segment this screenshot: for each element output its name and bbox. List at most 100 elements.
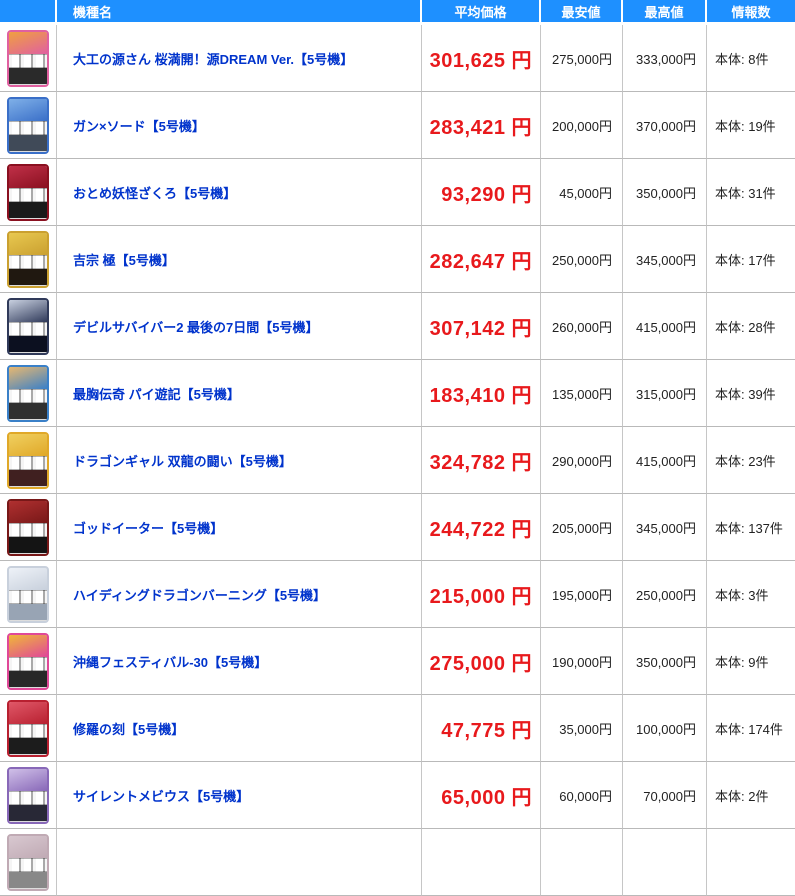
machine-photo-base — [9, 536, 47, 554]
info-count-cell: 本体: 174件 — [707, 695, 795, 762]
info-count-value: 本体: 2件 — [715, 788, 769, 804]
machine-photo-reels — [9, 790, 47, 805]
highest-price-cell: 350,000円 — [623, 159, 707, 226]
machine-thumbnail-cell — [0, 226, 57, 293]
machine-name-link[interactable]: 吉宗 極【5号機】 — [73, 252, 175, 268]
table-row: 沖縄フェスティバル-30【5号機】 275,000 円 190,000円 350… — [0, 628, 795, 695]
slot-machine-photo-darkred[interactable] — [7, 163, 49, 221]
machine-name-link[interactable]: サイレントメビウス【5号機】 — [73, 788, 250, 804]
machine-photo-base — [9, 737, 47, 755]
slot-machine-photo-white-silver[interactable] — [7, 565, 49, 623]
slot-machine-photo-darkred-black[interactable] — [7, 498, 49, 556]
lowest-price-cell: 190,000円 — [541, 628, 623, 695]
highest-price-value: 370,000円 — [636, 118, 696, 134]
machine-photo-reels — [9, 455, 47, 470]
lowest-price-value: 200,000円 — [552, 118, 612, 134]
slot-machine-photo-gold-black[interactable] — [7, 230, 49, 288]
machine-photo-reels — [9, 522, 47, 537]
machine-name-cell: ガン×ソード【5号機】 — [57, 92, 422, 159]
lowest-price-value: 250,000円 — [552, 252, 612, 268]
average-price-value: 244,722 円 — [429, 518, 532, 541]
table-row: ハイディングドラゴンバーニング【5号機】 215,000 円 195,000円 … — [0, 561, 795, 628]
machine-thumbnail-cell — [0, 762, 57, 829]
machine-photo-base — [9, 469, 47, 487]
info-count-value: 本体: 174件 — [715, 721, 783, 737]
highest-price-cell: 370,000円 — [623, 92, 707, 159]
info-count-cell: 本体: 17件 — [707, 226, 795, 293]
slot-machine-photo-partial[interactable] — [7, 833, 49, 891]
machine-name-link[interactable]: 沖縄フェスティバル-30【5号機】 — [73, 654, 268, 670]
highest-price-cell: 100,000円 — [623, 695, 707, 762]
slot-machine-photo-blue[interactable] — [7, 96, 49, 154]
info-count-value: 本体: 23件 — [715, 453, 776, 469]
machine-photo-art — [9, 634, 47, 657]
machine-photo-base — [9, 268, 47, 286]
table-row: ドラゴンギャル 双龍の闘い【5号機】 324,782 円 290,000円 41… — [0, 427, 795, 494]
slot-machine-photo-gold-red[interactable] — [7, 431, 49, 489]
average-price-cell: 65,000 円 — [422, 762, 541, 829]
table-row: 修羅の刻【5号機】 47,775 円 35,000円 100,000円 本体: … — [0, 695, 795, 762]
info-count-cell: 本体: 31件 — [707, 159, 795, 226]
machine-photo-base — [9, 402, 47, 420]
machine-photo-art — [9, 366, 47, 389]
machine-name-link[interactable]: 大工の源さん 桜満開！源DREAM Ver.【5号機】 — [73, 51, 354, 67]
machine-photo-base — [9, 335, 47, 353]
highest-price-cell: 333,000円 — [623, 25, 707, 92]
slot-machine-photo-navy[interactable] — [7, 297, 49, 355]
info-count-cell: 本体: 3件 — [707, 561, 795, 628]
machine-photo-base — [9, 134, 47, 152]
average-price-cell: 301,625 円 — [422, 25, 541, 92]
average-price-cell: 244,722 円 — [422, 494, 541, 561]
slot-machine-photo-pink-orange[interactable] — [7, 29, 49, 87]
highest-price-cell: 350,000円 — [623, 628, 707, 695]
lowest-price-cell: 195,000円 — [541, 561, 623, 628]
highest-price-cell: 415,000円 — [623, 427, 707, 494]
slot-machine-photo-blue-tan[interactable] — [7, 364, 49, 422]
highest-price-value: 333,000円 — [636, 51, 696, 67]
machine-thumbnail-cell — [0, 159, 57, 226]
machine-thumbnail-cell — [0, 695, 57, 762]
machine-thumbnail-cell — [0, 25, 57, 92]
average-price-value: 215,000 円 — [429, 585, 532, 608]
machine-photo-reels — [9, 857, 47, 872]
machine-name-link[interactable]: デビルサバイバー2 最後の7日間【5号機】 — [73, 319, 319, 335]
machine-name-cell: ドラゴンギャル 双龍の闘い【5号機】 — [57, 427, 422, 494]
average-price-cell: 324,782 円 — [422, 427, 541, 494]
machine-name-link[interactable]: ハイディングドラゴンバーニング【5号機】 — [73, 587, 327, 603]
machine-thumbnail-cell — [0, 360, 57, 427]
info-count-value: 本体: 9件 — [715, 654, 769, 670]
machine-name-link[interactable]: ゴッドイーター【5号機】 — [73, 520, 224, 536]
info-count-cell — [707, 829, 795, 896]
machine-name-link[interactable]: 最胸伝奇 パイ遊記【5号機】 — [73, 386, 240, 402]
machine-name-link[interactable]: ドラゴンギャル 双龍の闘い【5号機】 — [73, 453, 292, 469]
slot-machine-photo-pink-gold[interactable] — [7, 632, 49, 690]
highest-price-value: 415,000円 — [636, 453, 696, 469]
info-count-cell: 本体: 137件 — [707, 494, 795, 561]
slot-machine-photo-purple[interactable] — [7, 766, 49, 824]
table-header: 機種名 平均価格 最安値 最高値 情報数 — [0, 0, 795, 25]
machine-name-link[interactable]: おとめ妖怪ざくろ【5号機】 — [73, 185, 237, 201]
machine-photo-base — [9, 804, 47, 822]
machine-name-cell: サイレントメビウス【5号機】 — [57, 762, 422, 829]
table-row — [0, 829, 795, 896]
machine-photo-base — [9, 201, 47, 219]
machine-thumbnail-cell — [0, 92, 57, 159]
machine-name-cell: 沖縄フェスティバル-30【5号機】 — [57, 628, 422, 695]
slot-machine-photo-red[interactable] — [7, 699, 49, 757]
average-price-value: 47,775 円 — [441, 719, 532, 742]
lowest-price-value: 135,000円 — [552, 386, 612, 402]
info-count-value: 本体: 39件 — [715, 386, 776, 402]
highest-price-cell: 415,000円 — [623, 293, 707, 360]
info-count-cell: 本体: 2件 — [707, 762, 795, 829]
average-price-cell: 93,290 円 — [422, 159, 541, 226]
machine-name-link[interactable]: ガン×ソード【5号機】 — [73, 118, 205, 134]
column-header-thumbnail — [0, 0, 57, 25]
machine-name-cell: ゴッドイーター【5号機】 — [57, 494, 422, 561]
average-price-value: 283,421 円 — [429, 116, 532, 139]
machine-photo-reels — [9, 321, 47, 336]
lowest-price-value: 195,000円 — [552, 587, 612, 603]
machine-name-link[interactable]: 修羅の刻【5号機】 — [73, 721, 185, 737]
info-count-value: 本体: 17件 — [715, 252, 776, 268]
info-count-cell: 本体: 28件 — [707, 293, 795, 360]
lowest-price-cell: 60,000円 — [541, 762, 623, 829]
